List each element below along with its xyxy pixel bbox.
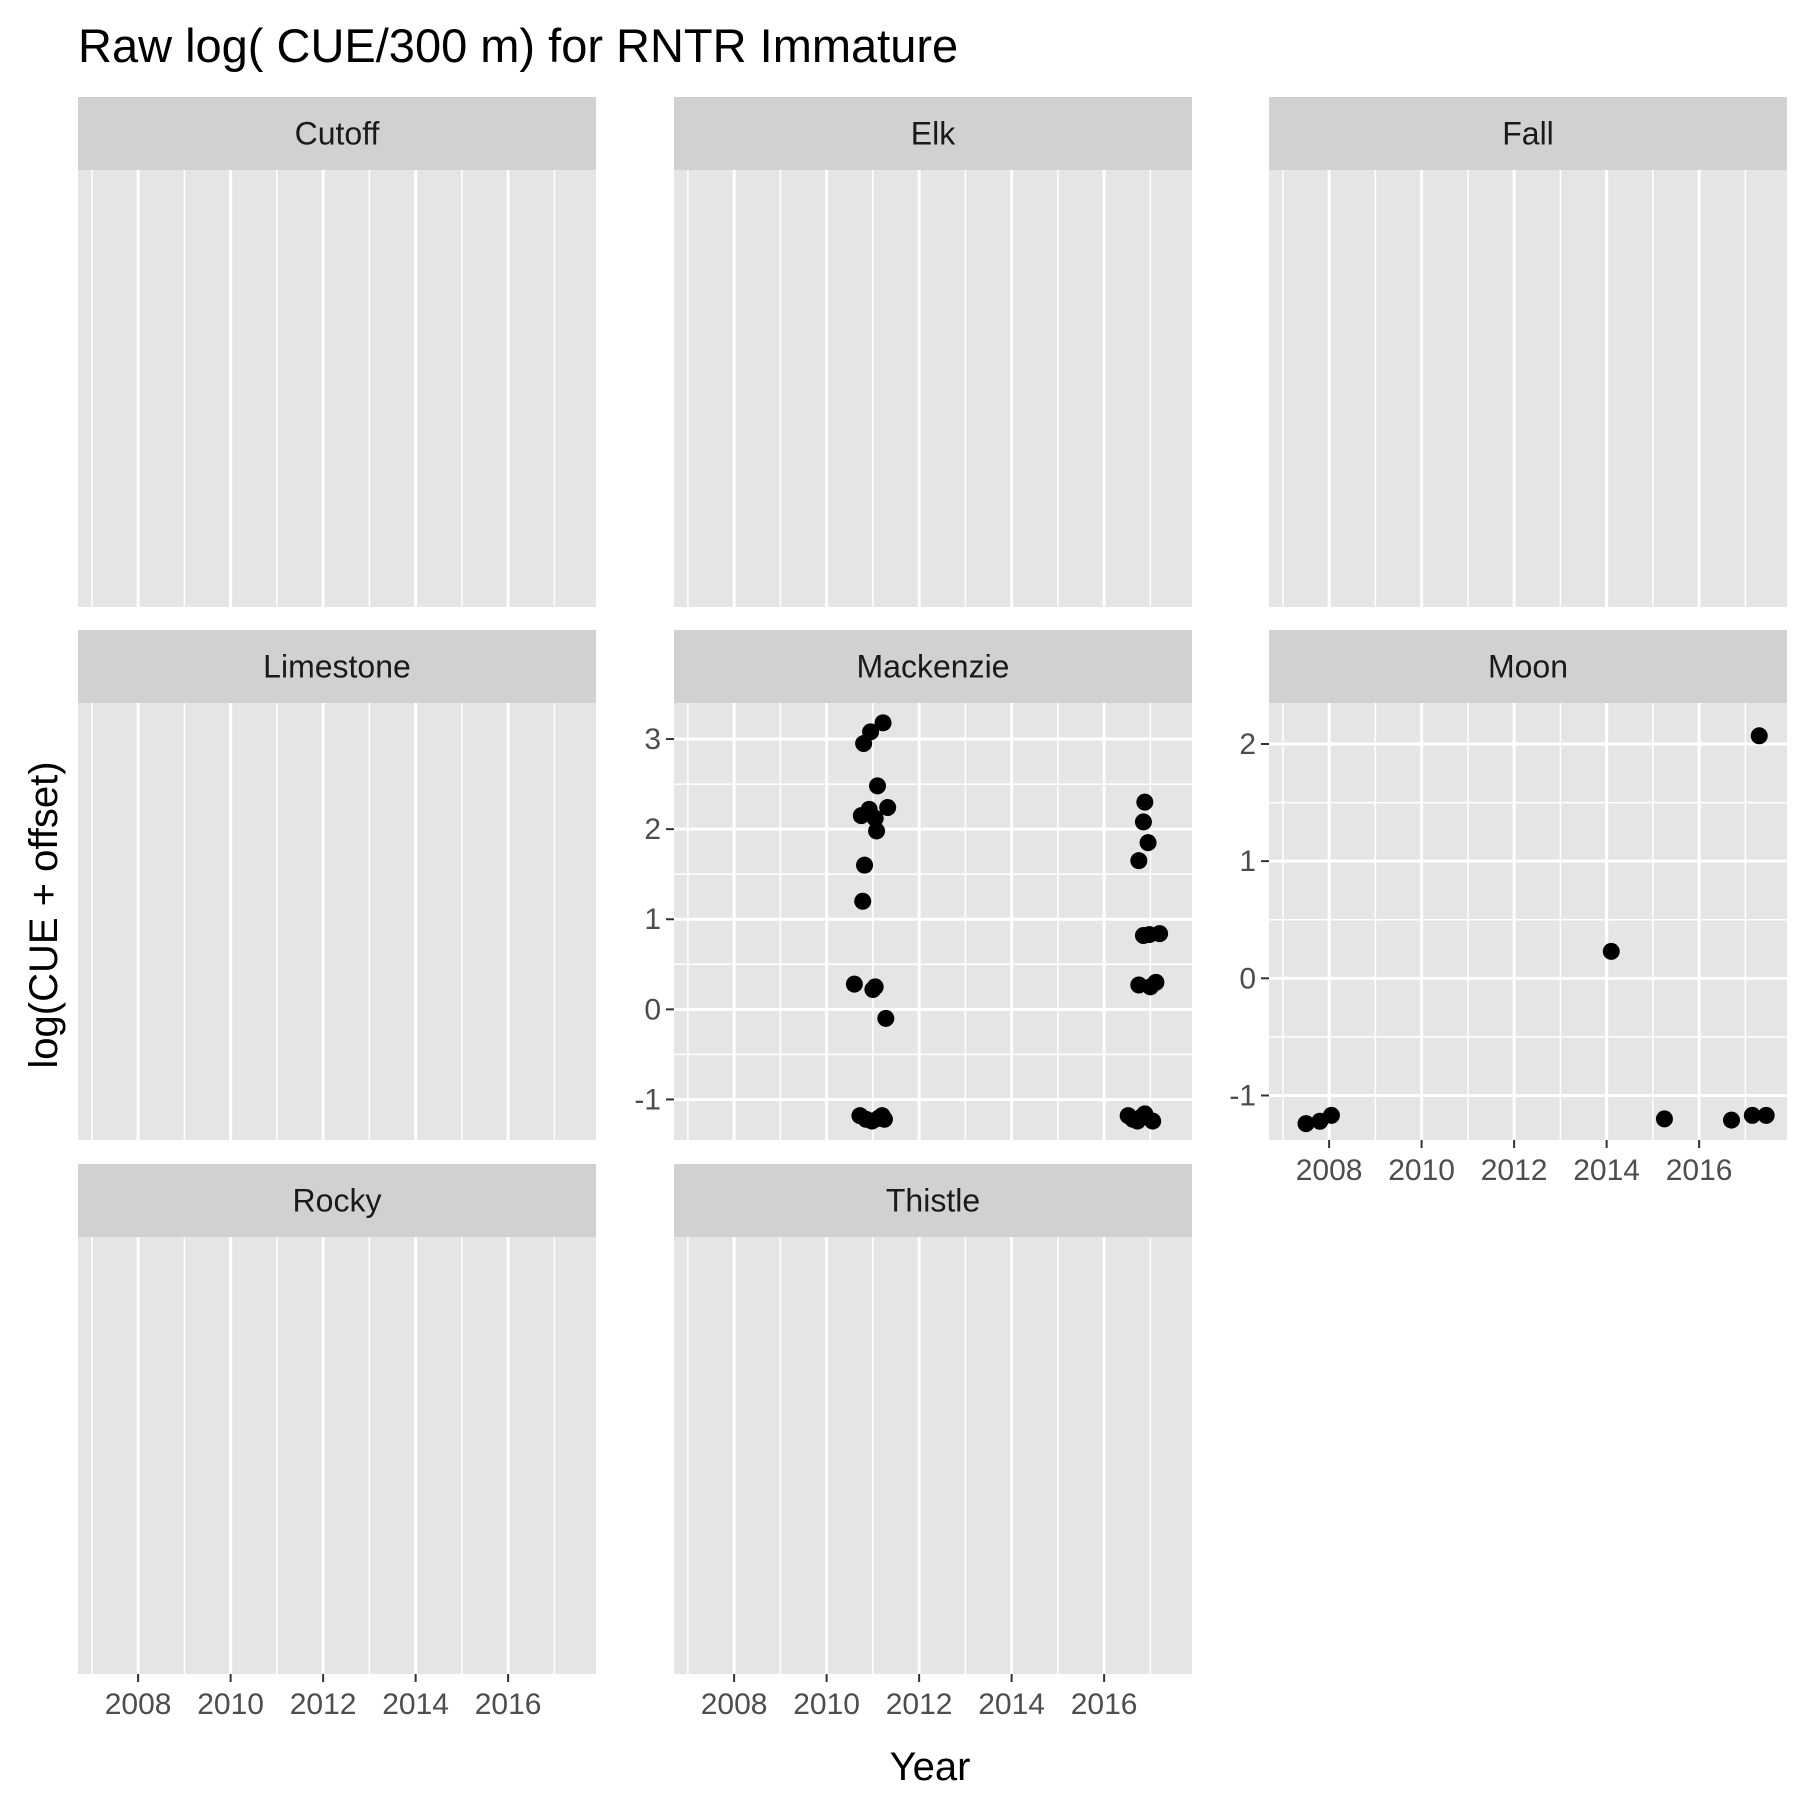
x-tick-label: 2012 xyxy=(886,1688,953,1721)
panel-background xyxy=(1269,170,1787,607)
y-tick-label: 1 xyxy=(1239,845,1256,878)
x-tick-label: 2010 xyxy=(1388,1154,1455,1187)
x-tick-label: 2008 xyxy=(701,1688,768,1721)
facet-strip-label: Thistle xyxy=(886,1183,980,1219)
facet-strip xyxy=(674,630,1192,703)
facet-cutoff: Cutoff xyxy=(78,97,596,607)
data-point xyxy=(866,809,884,827)
data-point xyxy=(866,978,884,996)
y-tick-label: 2 xyxy=(644,813,661,846)
panel-background xyxy=(78,170,596,607)
facet-elk: Elk xyxy=(674,97,1192,607)
data-point xyxy=(1147,973,1165,991)
data-point xyxy=(1297,1115,1315,1133)
data-point xyxy=(877,1009,895,1027)
data-point xyxy=(1750,727,1768,745)
data-point xyxy=(874,714,892,732)
facet-strip-label: Rocky xyxy=(293,1183,382,1219)
y-tick-label: 0 xyxy=(1239,962,1256,995)
chart-title: Raw log( CUE/300 m) for RNTR Immature xyxy=(78,19,958,72)
x-axis-title: Year xyxy=(890,1745,971,1789)
data-point xyxy=(875,1110,893,1128)
data-point xyxy=(1139,834,1157,852)
facet-strip xyxy=(78,97,596,170)
facet-strip xyxy=(78,630,596,703)
x-tick-label: 2014 xyxy=(1573,1154,1640,1187)
facet-moon: Moon -1 0 1 2 2008 2010 2012 2014 2016 xyxy=(1229,630,1787,1187)
facet-strip-label: Mackenzie xyxy=(857,649,1010,685)
data-point xyxy=(1757,1106,1775,1124)
data-point xyxy=(1130,852,1148,870)
data-point xyxy=(1743,1106,1761,1124)
data-point xyxy=(1151,925,1169,943)
facet-mackenzie: Mackenzie -1 0 1 2 3 xyxy=(634,630,1192,1140)
x-tick-label: 2010 xyxy=(793,1688,860,1721)
y-tick-label: 2 xyxy=(1239,728,1256,761)
data-point xyxy=(856,856,874,874)
facet-thistle: Thistle 2008 2010 2012 2014 2016 xyxy=(674,1164,1192,1721)
facet-strip-label: Moon xyxy=(1488,649,1568,685)
facet-strip-label: Cutoff xyxy=(295,116,380,152)
y-axis-title: log(CUE + offset) xyxy=(22,761,66,1068)
panel-background xyxy=(78,703,596,1140)
x-tick-label: 2014 xyxy=(382,1688,449,1721)
facet-strip xyxy=(1269,630,1787,703)
x-tick-label: 2014 xyxy=(978,1688,1045,1721)
y-tick-label: 1 xyxy=(644,903,661,936)
facet-strip-label: Fall xyxy=(1502,116,1554,152)
x-tick-label: 2016 xyxy=(1666,1154,1733,1187)
y-tick-label: -1 xyxy=(634,1083,661,1116)
facet-rocky: Rocky 2008 2010 2012 2014 2016 xyxy=(78,1164,596,1721)
y-tick-label: 0 xyxy=(644,993,661,1026)
x-tick-label: 2008 xyxy=(105,1688,172,1721)
data-point xyxy=(1602,942,1620,960)
panel-background xyxy=(674,170,1192,607)
x-tick-label: 2016 xyxy=(475,1688,542,1721)
facet-strip xyxy=(1269,97,1787,170)
data-point xyxy=(1136,793,1154,811)
facet-strip xyxy=(674,97,1192,170)
facet-limestone: Limestone xyxy=(78,630,596,1140)
data-point xyxy=(854,892,872,910)
data-point xyxy=(862,723,880,741)
facet-fall: Fall xyxy=(1269,97,1787,607)
data-point xyxy=(845,975,863,993)
facet-panels: Cutoff Elk Fall Limestone Mackenzie -1 0 1 2 3 Moo… xyxy=(78,97,1787,1721)
data-point xyxy=(879,799,897,817)
x-tick-label: 2012 xyxy=(1481,1154,1548,1187)
facet-strip xyxy=(78,1164,596,1237)
panel-background xyxy=(674,1237,1192,1674)
data-point xyxy=(869,777,886,795)
panel-background xyxy=(1269,703,1787,1140)
x-tick-label: 2012 xyxy=(290,1688,357,1721)
data-point xyxy=(1723,1111,1740,1129)
facet-strip-label: Limestone xyxy=(263,649,411,685)
data-point xyxy=(1144,1112,1162,1130)
data-point xyxy=(1134,813,1152,831)
x-tick-label: 2016 xyxy=(1071,1688,1138,1721)
data-point xyxy=(1322,1106,1340,1124)
x-tick-label: 2008 xyxy=(1296,1154,1363,1187)
facet-strip xyxy=(674,1164,1192,1237)
panel-background xyxy=(78,1237,596,1674)
y-tick-label: -1 xyxy=(1229,1079,1256,1112)
facet-strip-label: Elk xyxy=(911,116,956,152)
x-tick-label: 2010 xyxy=(197,1688,264,1721)
y-tick-label: 3 xyxy=(644,723,661,756)
data-point xyxy=(1655,1110,1673,1128)
panel-background xyxy=(674,703,1192,1140)
data-point xyxy=(868,822,886,840)
